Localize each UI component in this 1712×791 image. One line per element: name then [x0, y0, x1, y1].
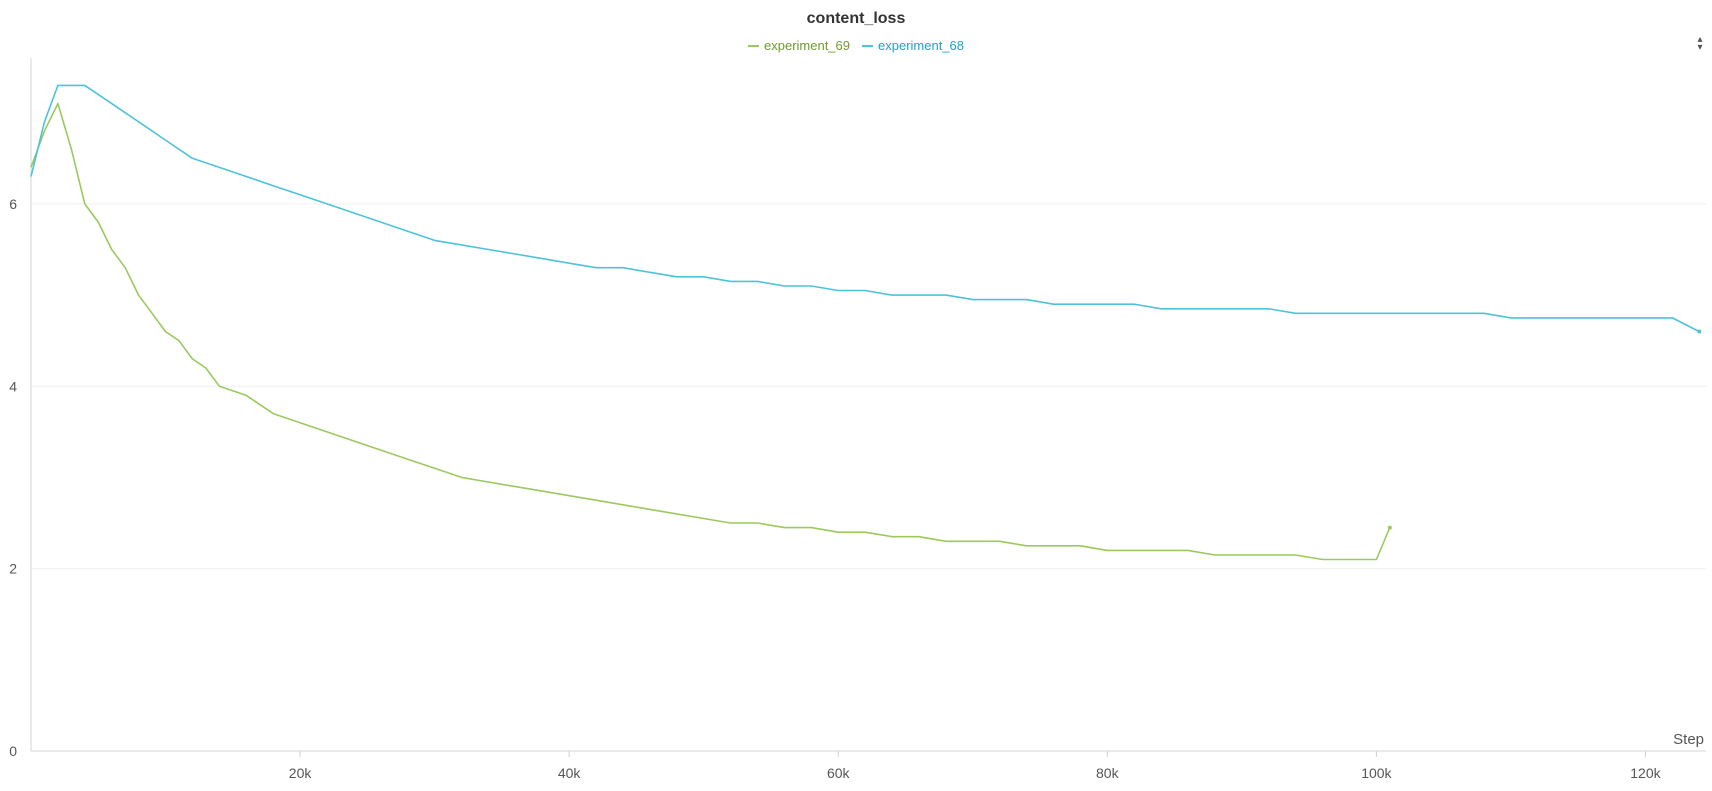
axes — [30, 58, 1706, 757]
x-tick-label: 100k — [1361, 765, 1392, 781]
sort-arrows-icon[interactable]: ▴ ▾ — [1697, 34, 1703, 53]
legend-item-experiment-68[interactable]: experiment_68 — [862, 38, 964, 53]
legend-label-experiment-69: experiment_69 — [764, 38, 850, 53]
y-tick-label: 0 — [9, 743, 17, 759]
x-tick-label: 40k — [558, 765, 582, 781]
y-tick-label: 6 — [9, 196, 17, 212]
legend-label-experiment-68: experiment_68 — [878, 38, 964, 53]
y-tick-label: 4 — [9, 378, 17, 394]
x-tick-label: 60k — [827, 765, 851, 781]
series-line-experiment-69 — [30, 102, 1391, 561]
legend-swatch-experiment-69 — [748, 44, 759, 47]
x-tick-label: 80k — [1096, 765, 1120, 781]
grid-lines — [31, 203, 1706, 570]
series-end-point-experiment-69 — [1387, 525, 1392, 530]
chart-legend: experiment_69 experiment_68 — [0, 38, 1712, 53]
series-line-experiment-68 — [30, 84, 1700, 333]
series-end-point-experiment-68 — [1697, 329, 1702, 334]
x-tick-label: 20k — [289, 765, 313, 781]
x-axis-label-bg — [1664, 727, 1708, 749]
x-axis-label: Step — [1673, 731, 1704, 748]
series-layer — [30, 84, 1702, 561]
chart-title: content_loss — [806, 10, 906, 27]
legend-item-experiment-69[interactable]: experiment_69 — [748, 38, 850, 53]
x-tick-label: 120k — [1630, 765, 1661, 781]
y-tick-label: 2 — [9, 561, 17, 577]
legend-swatch-experiment-68 — [862, 44, 873, 47]
tick-labels: 0 2 4 6 20k 40k 60k 80k 100k 120k Step — [9, 196, 1708, 781]
